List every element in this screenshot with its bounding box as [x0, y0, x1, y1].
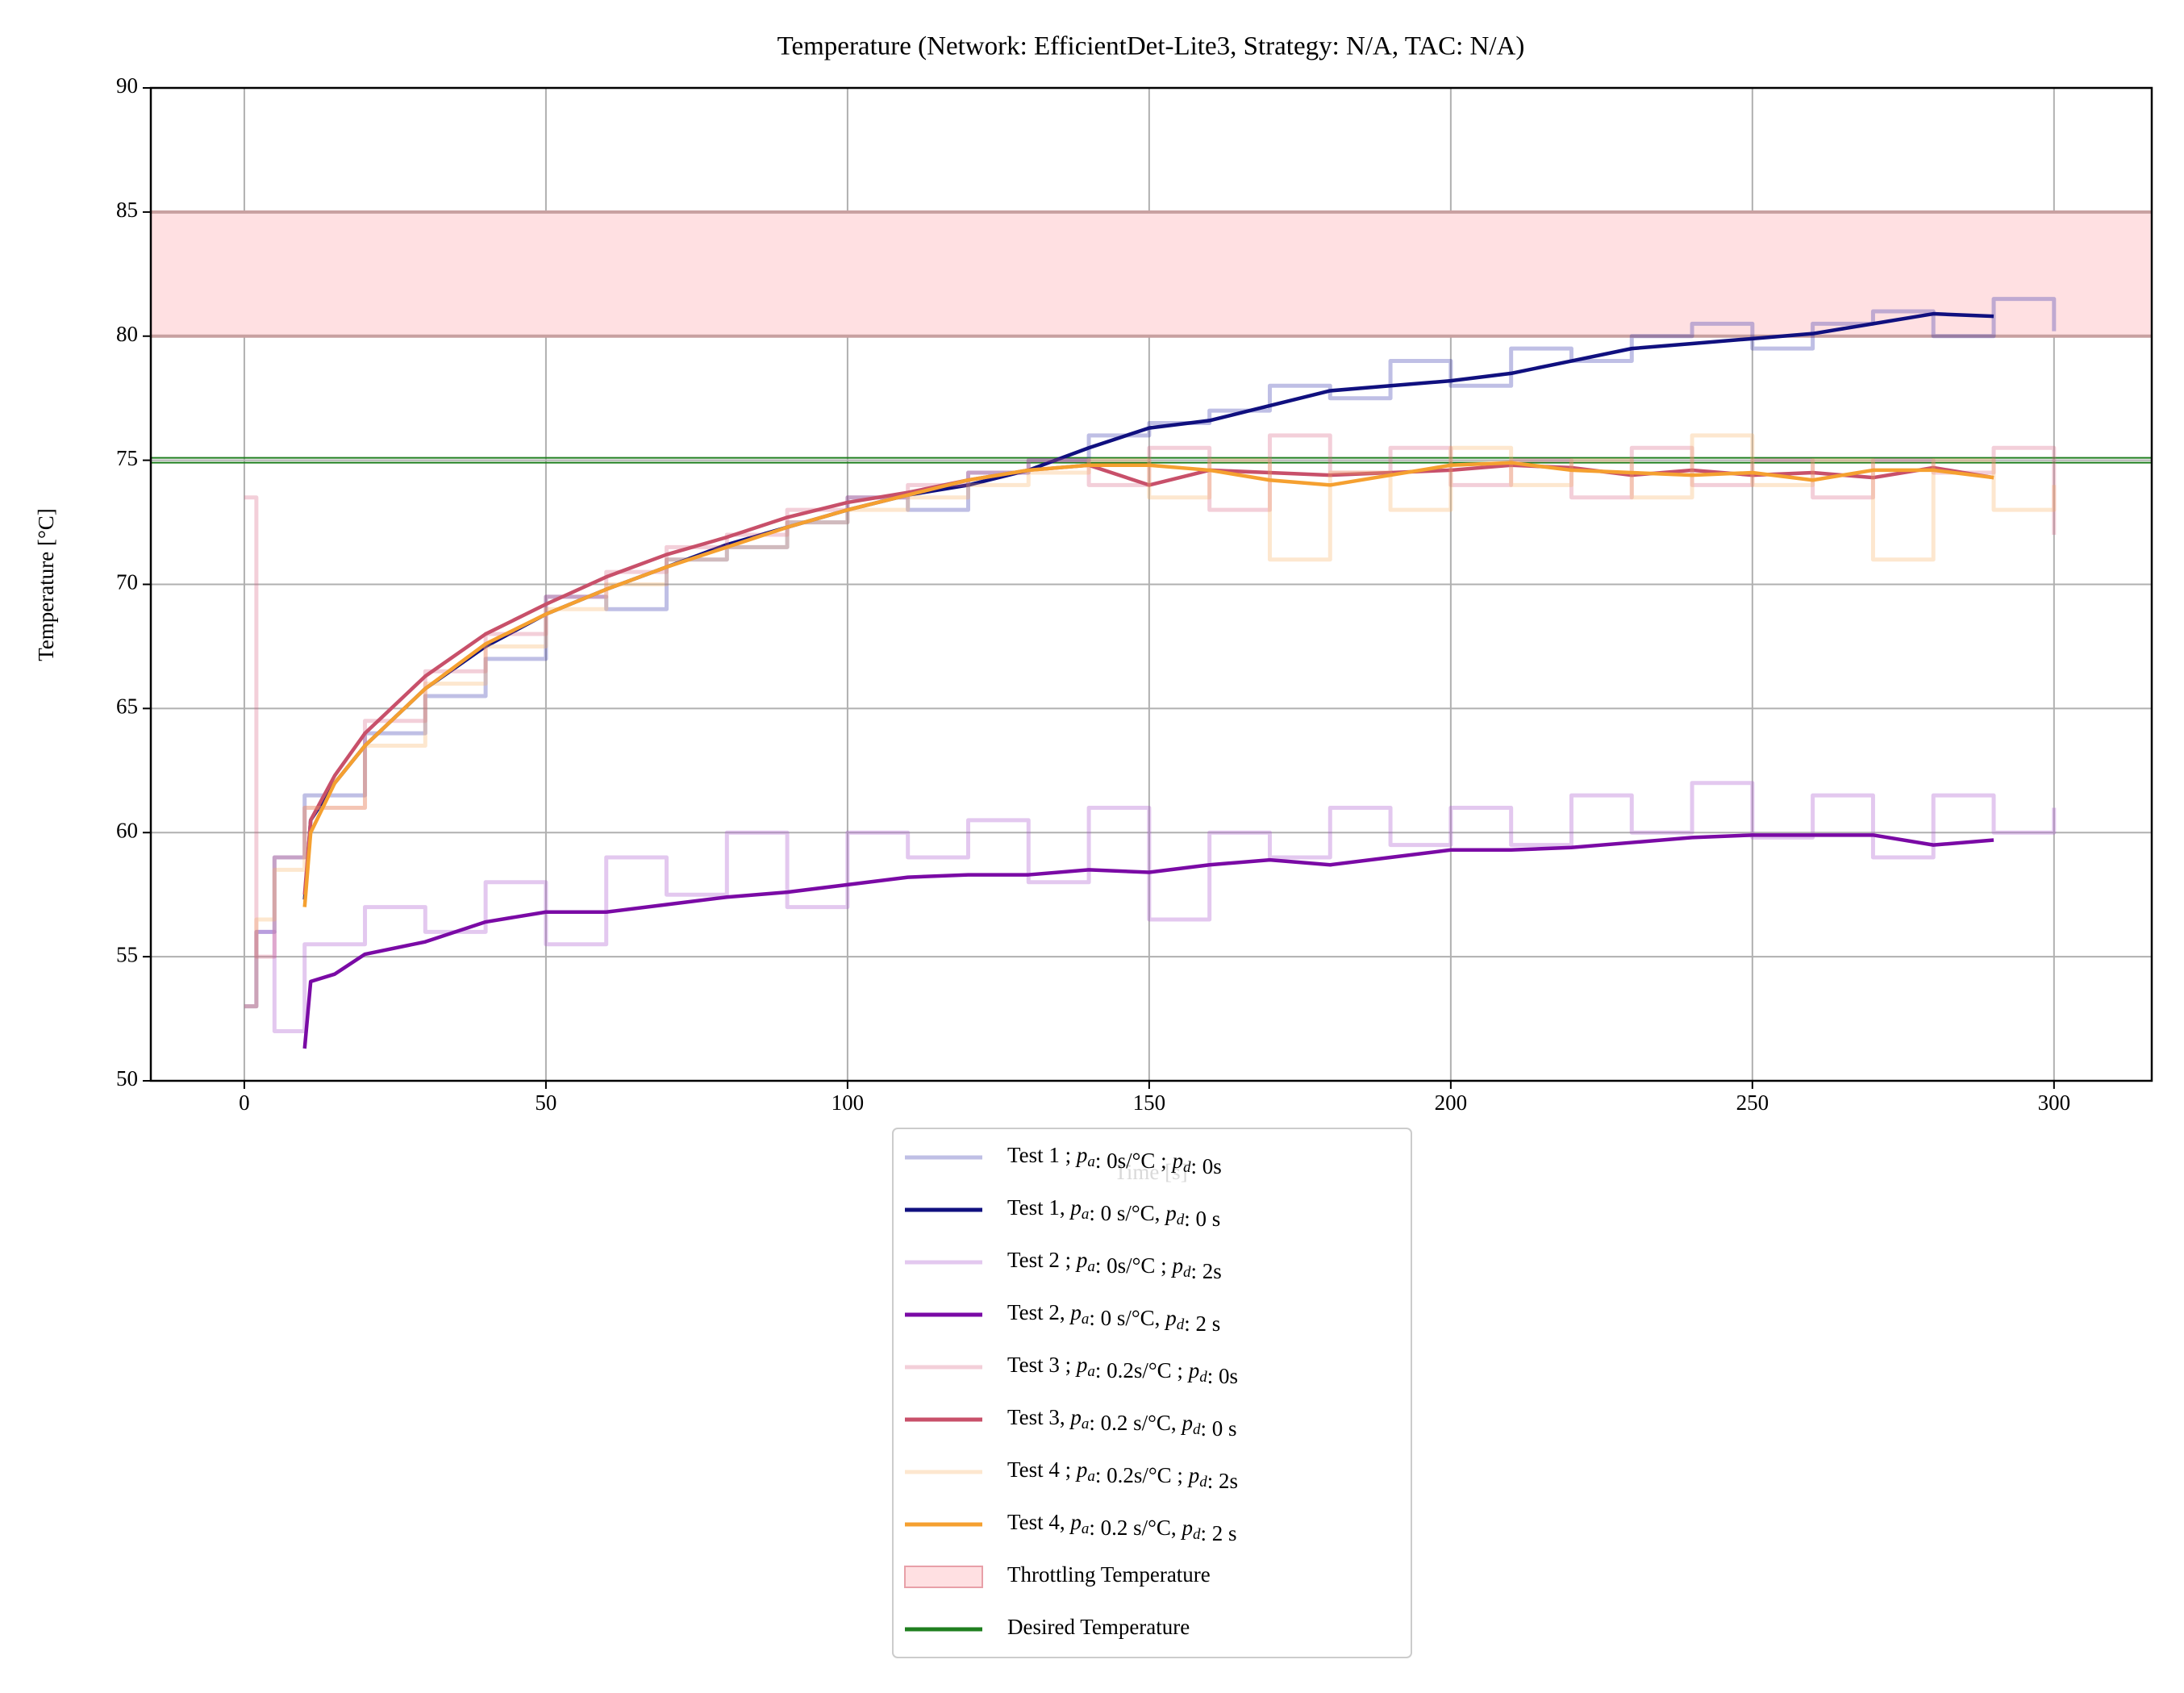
- smoothed-line: [302, 833, 1994, 1049]
- x-tick-label: 0: [239, 1090, 250, 1115]
- y-tick-label: 60: [116, 818, 138, 842]
- x-tick-label: 250: [1736, 1090, 1769, 1115]
- smoothed-line: [302, 461, 1994, 907]
- raw-line: [244, 297, 2057, 1009]
- y-tick-label: 85: [116, 198, 138, 222]
- y-tick-label: 75: [116, 446, 138, 470]
- legend-label: Throttling Temperature: [1007, 1562, 1211, 1587]
- raw-line: [244, 433, 2057, 1009]
- smoothed-line: [302, 311, 1994, 900]
- throttling-band: [151, 211, 2152, 336]
- y-tick-label: 65: [116, 694, 138, 719]
- legend-swatch: [904, 1566, 983, 1588]
- y-axis-label: Temperature [°C]: [34, 508, 58, 661]
- y-tick-label: 90: [116, 73, 138, 98]
- y-tick-label: 50: [116, 1066, 138, 1090]
- x-tick-label: 150: [1133, 1090, 1166, 1115]
- raw-line: [244, 781, 2057, 1033]
- x-tick-label: 200: [1435, 1090, 1468, 1115]
- x-tick-label: 100: [832, 1090, 865, 1115]
- x-tick-label: 300: [2038, 1090, 2071, 1115]
- chart-title: Temperature (Network: EfficientDet-Lite3…: [777, 32, 1525, 61]
- legend-label: Desired Temperature: [1007, 1615, 1190, 1639]
- plot-area: [151, 210, 2152, 1049]
- y-tick-label: 55: [116, 942, 138, 966]
- legend-box: [892, 1128, 1412, 1658]
- y-tick-label: 70: [116, 570, 138, 594]
- y-tick-label: 80: [116, 322, 138, 346]
- x-tick-label: 50: [535, 1090, 556, 1115]
- ticks: 0 50 100 150 200 250 300 50 55 60 65 70 75 80 85 90: [116, 73, 2070, 1115]
